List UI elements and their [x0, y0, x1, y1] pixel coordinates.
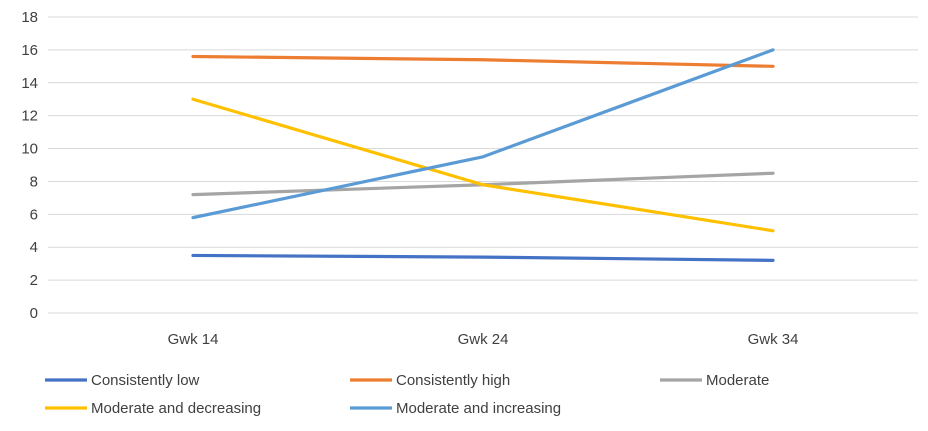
- legend-label: Consistently low: [91, 372, 200, 389]
- y-tick-label: 12: [21, 108, 38, 125]
- y-tick-label: 10: [21, 141, 38, 158]
- legend-label: Moderate: [706, 372, 769, 389]
- y-tick-label: 18: [21, 9, 38, 26]
- x-axis-ticks: Gwk 14 Gwk 24 Gwk 34: [168, 331, 799, 348]
- series-line-0: [191, 253, 775, 262]
- series-line-3: [191, 97, 775, 233]
- y-axis-ticks: 0 2 4 6 8 10 12 14 16 18: [21, 9, 38, 322]
- x-tick-label: Gwk 34: [748, 331, 799, 348]
- y-tick-label: 6: [30, 206, 38, 223]
- series-line-4: [191, 48, 775, 220]
- y-tick-label: 8: [30, 173, 38, 190]
- x-tick-label: Gwk 24: [458, 331, 509, 348]
- series-line-1: [191, 54, 775, 68]
- y-tick-label: 0: [30, 305, 38, 322]
- legend: Consistently low Consistently high Moderat…: [45, 372, 769, 417]
- y-tick-label: 14: [21, 75, 38, 92]
- series-lines: [191, 48, 775, 262]
- legend-label: Moderate and decreasing: [91, 400, 261, 417]
- legend-label: Moderate and increasing: [396, 400, 561, 417]
- y-tick-label: 4: [30, 239, 38, 256]
- y-tick-label: 16: [21, 42, 38, 59]
- legend-label: Consistently high: [396, 372, 510, 389]
- y-tick-label: 2: [30, 272, 38, 289]
- x-tick-label: Gwk 14: [168, 331, 219, 348]
- gridlines: [48, 16, 918, 314]
